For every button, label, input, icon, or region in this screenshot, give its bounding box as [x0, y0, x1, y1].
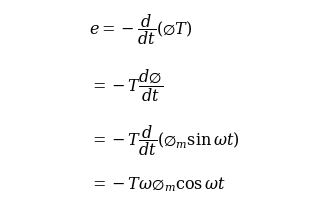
Text: $e = -\dfrac{d}{dt}(\varnothing T)$: $e = -\dfrac{d}{dt}(\varnothing T)$: [89, 12, 192, 47]
Text: $= -T\dfrac{d\varnothing}{dt}$: $= -T\dfrac{d\varnothing}{dt}$: [89, 67, 163, 104]
Text: $= -T\dfrac{d}{dt}(\varnothing_m \sin \omega t)$: $= -T\dfrac{d}{dt}(\varnothing_m \sin \o…: [89, 123, 239, 158]
Text: $= -T\omega\varnothing_m \cos \omega t$: $= -T\omega\varnothing_m \cos \omega t$: [89, 176, 226, 194]
